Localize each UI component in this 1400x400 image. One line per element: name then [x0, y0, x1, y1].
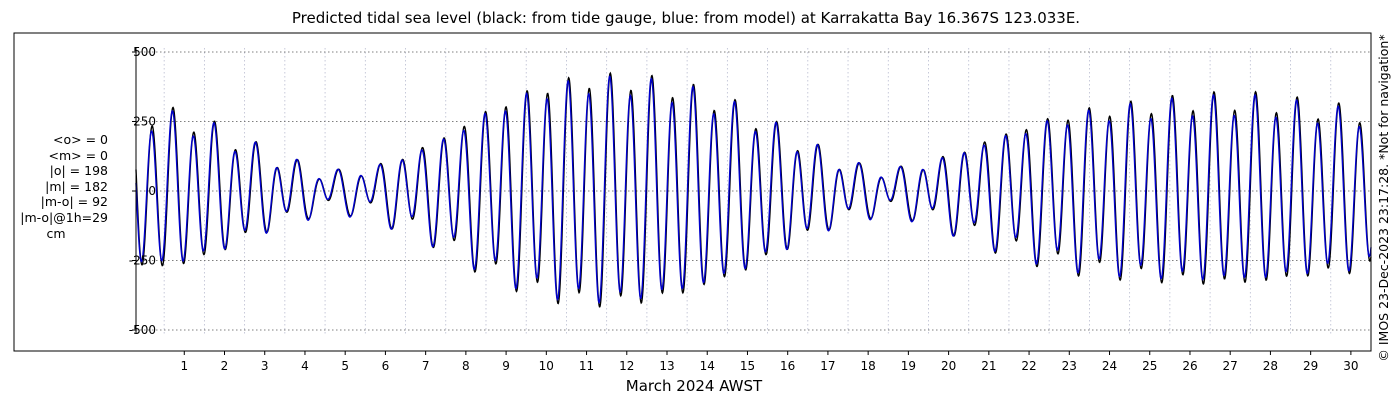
- x-tick-label: 29: [1303, 359, 1318, 373]
- chart-title: Predicted tidal sea level (black: from t…: [291, 9, 1081, 27]
- grid-layer: [136, 48, 1372, 334]
- x-tick-label: 6: [382, 359, 390, 373]
- x-tick-label: 4: [301, 359, 309, 373]
- x-tick-label: 14: [700, 359, 715, 373]
- x-tick-label: 15: [740, 359, 755, 373]
- series-layer: [135, 71, 1372, 308]
- x-tick-label: 27: [1223, 359, 1238, 373]
- stat-mean-observed: <o> = 0: [53, 132, 108, 147]
- x-tick-label: 26: [1182, 359, 1197, 373]
- y-tick-label: 250: [133, 115, 156, 129]
- x-tick-label: 21: [981, 359, 996, 373]
- stat-abs-observed: |o| = 198: [49, 163, 108, 179]
- stat-abs-model: |m| = 182: [45, 178, 108, 194]
- x-tick-label: 28: [1263, 359, 1278, 373]
- stat-abs-difference-1h: |m-o|@1h=29: [20, 209, 108, 225]
- y-tick-label: -250: [129, 254, 156, 268]
- stat-abs-difference: |m-o| = 92: [40, 194, 108, 210]
- statistics-panel: <o> = 0 <m> = 0 |o| = 198 |m| = 182 |m-o…: [4, 132, 108, 241]
- x-tick-label: 25: [1142, 359, 1157, 373]
- series-line-tide-gauge: [135, 71, 1372, 308]
- x-tick-label: 5: [341, 359, 349, 373]
- copyright-notice: © IMOS 23-Dec-2023 23:17:28. *Not for na…: [1376, 34, 1391, 362]
- stat-mean-model: <m> = 0: [48, 147, 109, 163]
- x-tick-label: 10: [539, 359, 554, 373]
- x-tick-label: 22: [1021, 359, 1036, 373]
- x-tick-label: 16: [780, 359, 795, 373]
- x-tick-label: 13: [659, 359, 674, 373]
- x-tick-label: 3: [261, 359, 269, 373]
- x-tick-label: 23: [1062, 359, 1077, 373]
- y-tick-label: -500: [129, 323, 156, 337]
- x-tick-label: 12: [619, 359, 634, 373]
- x-tick-label: 11: [579, 359, 594, 373]
- x-tick-label: 17: [820, 359, 835, 373]
- x-tick-label: 7: [422, 359, 430, 373]
- series-line-model: [135, 75, 1372, 304]
- x-tick-label: 8: [462, 359, 470, 373]
- x-tick-label: 20: [941, 359, 956, 373]
- y-tick-label: 0: [148, 184, 156, 198]
- x-tick-label: 19: [901, 359, 916, 373]
- x-tick-label: 18: [861, 359, 876, 373]
- outer-frame: [13, 32, 1372, 352]
- x-tick-label: 30: [1343, 359, 1358, 373]
- x-tick-label: 1: [180, 359, 188, 373]
- x-tick-label: 2: [221, 359, 229, 373]
- x-axis-label: March 2024 AWST: [626, 377, 763, 395]
- y-tick-label: 500: [133, 45, 156, 59]
- stat-unit: cm: [46, 225, 66, 241]
- x-tick-label: 9: [502, 359, 510, 373]
- x-tick-label: 24: [1102, 359, 1117, 373]
